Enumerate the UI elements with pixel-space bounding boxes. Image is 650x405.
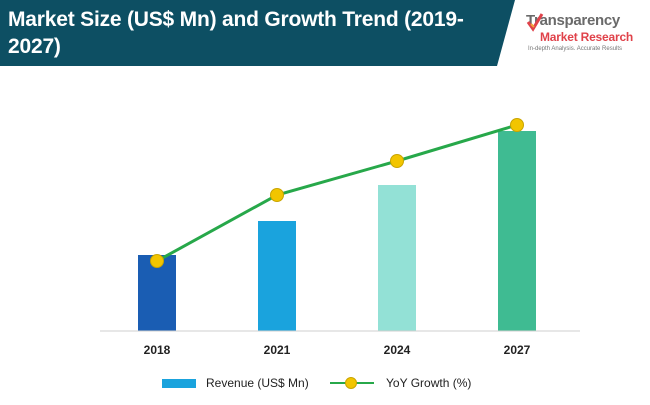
logo-tagline: In-depth Analysis. Accurate Results [528,46,623,52]
banner-fill [0,0,515,66]
legend: Revenue (US$ Mn) YoY Growth (%) [162,376,562,398]
chart-area: 2018 2021 2024 2027 [100,118,580,357]
growth-point-2018 [150,254,164,268]
legend-item-growth: YoY Growth (%) [330,376,471,390]
chart-title-line2: 2027) [8,35,61,58]
legend-swatch-revenue [162,378,196,388]
growth-line [156,123,518,263]
legend-item-revenue: Revenue (US$ Mn) [162,376,309,390]
bar-2024 [378,185,416,331]
x-tick-label-2018: 2018 [144,343,171,357]
growth-point-2024 [390,154,404,168]
banner-shape [0,0,515,66]
x-axis-labels: 2018 2021 2024 2027 [144,343,531,357]
bar-2021 [258,221,296,331]
x-tick-label-2024: 2024 [384,343,411,357]
checkmark-icon [526,13,544,32]
growth-line-group [150,118,524,268]
growth-point-2027 [510,118,524,132]
legend-label-revenue: Revenue (US$ Mn) [206,376,309,390]
chart-title-line1: Market Size (US$ Mn) and Growth Trend (2… [8,8,464,31]
revenue-bars [138,131,536,331]
legend-swatch-growth [330,376,374,390]
company-logo: Transparency Market Research In-depth An… [526,12,648,62]
x-tick-label-2021: 2021 [264,343,291,357]
legend-label-growth: YoY Growth (%) [386,376,472,390]
growth-point-2021 [270,188,284,202]
logo-line2: Market Research [540,30,634,44]
header-banner: Market Size (US$ Mn) and Growth Trend (2… [0,0,650,66]
chart-title: Market Size (US$ Mn) and Growth Trend (2… [8,6,508,60]
bar-2027 [498,131,536,331]
x-tick-label-2027: 2027 [504,343,531,357]
logo-line1: Transparency [526,12,620,29]
